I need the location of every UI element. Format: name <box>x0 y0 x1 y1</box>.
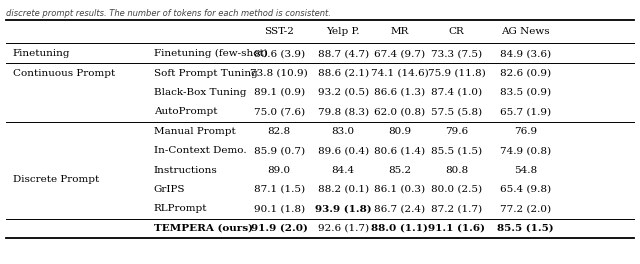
Text: 89.0: 89.0 <box>268 166 291 175</box>
Text: Black-Box Tuning: Black-Box Tuning <box>154 88 246 97</box>
Text: SST-2: SST-2 <box>264 27 294 36</box>
Text: 89.1 (0.9): 89.1 (0.9) <box>253 88 305 97</box>
Text: 88.0 (1.1): 88.0 (1.1) <box>371 224 428 233</box>
Text: Discrete Prompt: Discrete Prompt <box>13 175 99 184</box>
Text: 75.9 (11.8): 75.9 (11.8) <box>428 69 486 78</box>
Text: Continuous Prompt: Continuous Prompt <box>13 69 115 78</box>
Text: 85.5 (1.5): 85.5 (1.5) <box>497 224 554 233</box>
Text: 84.4: 84.4 <box>332 166 355 175</box>
Text: 84.9 (3.6): 84.9 (3.6) <box>500 49 551 58</box>
Text: Yelp P.: Yelp P. <box>326 27 360 36</box>
Text: 67.4 (9.7): 67.4 (9.7) <box>374 49 425 58</box>
Text: 87.4 (1.0): 87.4 (1.0) <box>431 88 483 97</box>
Text: 62.0 (0.8): 62.0 (0.8) <box>374 107 425 116</box>
Text: 91.9 (2.0): 91.9 (2.0) <box>251 224 308 233</box>
Text: 86.1 (0.3): 86.1 (0.3) <box>374 185 425 194</box>
Text: 65.7 (1.9): 65.7 (1.9) <box>500 107 551 116</box>
Text: 79.6: 79.6 <box>445 127 468 136</box>
Text: 85.5 (1.5): 85.5 (1.5) <box>431 146 483 155</box>
Text: 82.8: 82.8 <box>268 127 291 136</box>
Text: RLPrompt: RLPrompt <box>154 204 207 213</box>
Text: 75.0 (7.6): 75.0 (7.6) <box>253 107 305 116</box>
Text: 65.4 (9.8): 65.4 (9.8) <box>500 185 551 194</box>
Text: 85.2: 85.2 <box>388 166 412 175</box>
Text: CR: CR <box>449 27 465 36</box>
Text: 80.6 (1.4): 80.6 (1.4) <box>374 146 425 155</box>
Text: 82.6 (0.9): 82.6 (0.9) <box>500 69 551 78</box>
Text: 90.1 (1.8): 90.1 (1.8) <box>253 204 305 213</box>
Text: 77.2 (2.0): 77.2 (2.0) <box>500 204 551 213</box>
Text: 92.6 (1.7): 92.6 (1.7) <box>317 224 369 233</box>
Text: 54.8: 54.8 <box>514 166 538 175</box>
Text: 83.5 (0.9): 83.5 (0.9) <box>500 88 551 97</box>
Text: AutoPrompt: AutoPrompt <box>154 107 218 116</box>
Text: Manual Prompt: Manual Prompt <box>154 127 236 136</box>
Text: 83.0: 83.0 <box>332 127 355 136</box>
Text: 80.6 (3.9): 80.6 (3.9) <box>253 49 305 58</box>
Text: 87.1 (1.5): 87.1 (1.5) <box>253 185 305 194</box>
Text: 88.6 (2.1): 88.6 (2.1) <box>317 69 369 78</box>
Text: 74.1 (14.6): 74.1 (14.6) <box>371 69 429 78</box>
Text: 88.2 (0.1): 88.2 (0.1) <box>317 185 369 194</box>
Text: 89.6 (0.4): 89.6 (0.4) <box>317 146 369 155</box>
Text: MR: MR <box>390 27 409 36</box>
Text: GrIPS: GrIPS <box>154 185 186 194</box>
Text: discrete prompt results. The number of tokens for each method is consistent.: discrete prompt results. The number of t… <box>6 9 332 18</box>
Text: 86.6 (1.3): 86.6 (1.3) <box>374 88 425 97</box>
Text: In-Context Demo.: In-Context Demo. <box>154 146 246 155</box>
Text: 91.1 (1.6): 91.1 (1.6) <box>428 224 485 233</box>
Text: 57.5 (5.8): 57.5 (5.8) <box>431 107 483 116</box>
Text: 80.0 (2.5): 80.0 (2.5) <box>431 185 483 194</box>
Text: 86.7 (2.4): 86.7 (2.4) <box>374 204 425 213</box>
Text: 73.3 (7.5): 73.3 (7.5) <box>431 49 483 58</box>
Text: Soft Prompt Tuning: Soft Prompt Tuning <box>154 69 257 78</box>
Text: 76.9: 76.9 <box>514 127 538 136</box>
Text: AG News: AG News <box>501 27 550 36</box>
Text: Finetuning: Finetuning <box>13 49 70 58</box>
Text: 79.8 (8.3): 79.8 (8.3) <box>317 107 369 116</box>
Text: 93.9 (1.8): 93.9 (1.8) <box>315 204 371 213</box>
Text: 93.2 (0.5): 93.2 (0.5) <box>317 88 369 97</box>
Text: TEMPERA (ours): TEMPERA (ours) <box>154 224 253 233</box>
Text: Instructions: Instructions <box>154 166 218 175</box>
Text: 80.8: 80.8 <box>445 166 468 175</box>
Text: 85.9 (0.7): 85.9 (0.7) <box>253 146 305 155</box>
Text: 74.9 (0.8): 74.9 (0.8) <box>500 146 551 155</box>
Text: 88.7 (4.7): 88.7 (4.7) <box>317 49 369 58</box>
Text: 73.8 (10.9): 73.8 (10.9) <box>250 69 308 78</box>
Text: 87.2 (1.7): 87.2 (1.7) <box>431 204 483 213</box>
Text: Finetuning (few-shot): Finetuning (few-shot) <box>154 49 268 58</box>
Text: 80.9: 80.9 <box>388 127 412 136</box>
